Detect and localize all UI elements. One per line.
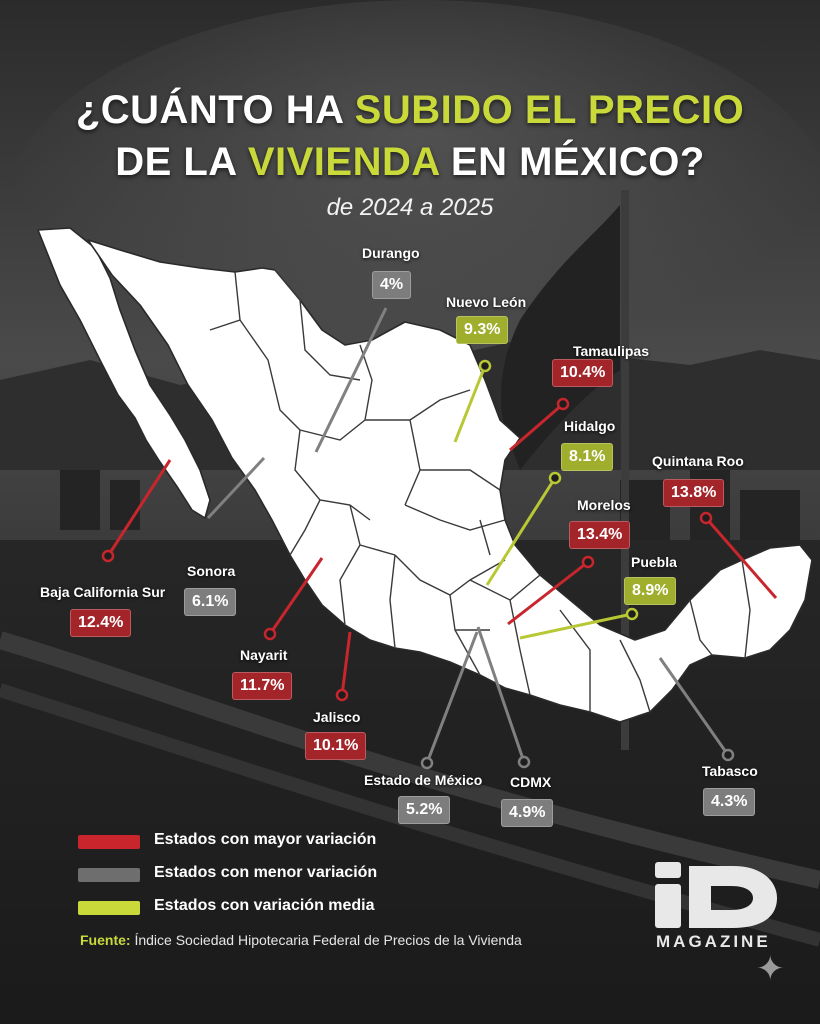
magazine-wordmark: MAGAZINE [656, 932, 771, 951]
leader-line-hidalgo [485, 477, 557, 586]
baja-peninsula [37, 227, 211, 519]
id-magazine-logo [655, 862, 777, 928]
label-morelos-name: Morelos [577, 497, 631, 513]
legend-label-mayor: Estados con mayor variación [154, 831, 377, 848]
label-quintana-roo-name: Quintana Roo [652, 453, 744, 469]
leader-dot-nayarit [263, 627, 277, 641]
leader-line-quintana-roo [704, 517, 778, 599]
leader-line-tamaulipas [509, 402, 564, 452]
leader-line-tabasco [658, 657, 730, 756]
leader-dot-tabasco [721, 748, 735, 762]
label-durango-name: Durango [362, 245, 420, 261]
legend-swatch-menor [78, 868, 140, 882]
label-hidalgo-value: 8.1% [561, 443, 614, 471]
subtitle: de 2024 a 2025 [326, 194, 494, 221]
label-tabasco-value: 4.3% [703, 788, 756, 816]
label-estado-de-mexico-name: Estado de México [364, 772, 483, 788]
leader-line-estado-de-mexico [425, 631, 479, 764]
leader-line-jalisco [340, 631, 352, 696]
legend-swatch-mayor [78, 835, 140, 849]
leader-line-morelos [507, 560, 589, 626]
label-baja-california-sur-name: Baja California Sur [40, 584, 166, 600]
leader-dot-tamaulipas [556, 397, 570, 411]
leader-line-sonora [206, 456, 266, 520]
label-jalisco-value: 10.1% [305, 732, 367, 760]
leader-dot-morelos [581, 555, 595, 569]
label-puebla-name: Puebla [631, 554, 677, 570]
legend-swatch-media [78, 901, 140, 915]
title-line-1: ¿CUÁNTO HA SUBIDO EL PRECIO [75, 88, 745, 132]
label-tamaulipas-name: Tamaulipas [573, 343, 649, 359]
leader-line-durango [314, 307, 388, 453]
leader-dot-hidalgo [548, 471, 562, 485]
leader-line-nayarit [268, 557, 324, 635]
leader-dot-nuevo-leon [478, 359, 492, 373]
label-nuevo-leon-name: Nuevo León [446, 294, 527, 310]
label-nayarit-name: Nayarit [240, 647, 288, 663]
title-line-2: DE LA VIVIENDA EN MÉXICO? [115, 140, 705, 184]
label-quintana-roo-value: 13.8% [663, 479, 725, 507]
label-hidalgo-name: Hidalgo [564, 418, 616, 434]
leader-dot-cdmx [517, 755, 531, 769]
label-sonora-value: 6.1% [184, 588, 237, 616]
label-nuevo-leon-value: 9.3% [456, 316, 509, 344]
label-morelos-value: 13.4% [569, 521, 631, 549]
leader-line-cdmx [476, 626, 526, 763]
leader-dot-estado-de-mexico [420, 756, 434, 770]
label-tabasco-name: Tabasco [702, 763, 758, 779]
label-tamaulipas-value: 10.4% [552, 359, 614, 387]
label-puebla-value: 8.9% [624, 577, 677, 605]
leader-dot-puebla [625, 607, 639, 621]
leader-line-puebla [519, 612, 633, 640]
label-estado-de-mexico-value: 5.2% [398, 796, 451, 824]
leader-dot-jalisco [335, 688, 349, 702]
label-jalisco-name: Jalisco [313, 709, 361, 725]
label-nayarit-value: 11.7% [232, 672, 293, 700]
label-baja-california-sur-value: 12.4% [70, 609, 132, 637]
source-note: Fuente: Índice Sociedad Hipotecaria Fede… [80, 932, 522, 948]
leader-dot-baja-california-sur [101, 549, 115, 563]
sparkle-icon: ✦ [756, 950, 785, 988]
label-durango-value: 4% [372, 271, 412, 299]
label-sonora-name: Sonora [187, 563, 236, 579]
legend-label-menor: Estados con menor variación [154, 864, 378, 881]
mainland [87, 239, 813, 723]
label-cdmx-name: CDMX [510, 774, 552, 790]
leader-dot-quintana-roo [699, 511, 713, 525]
legend-label-media: Estados con variación media [154, 897, 375, 914]
label-cdmx-value: 4.9% [501, 799, 554, 827]
leader-line-baja-california-sur [106, 459, 172, 557]
leader-line-nuevo-leon [453, 365, 487, 443]
